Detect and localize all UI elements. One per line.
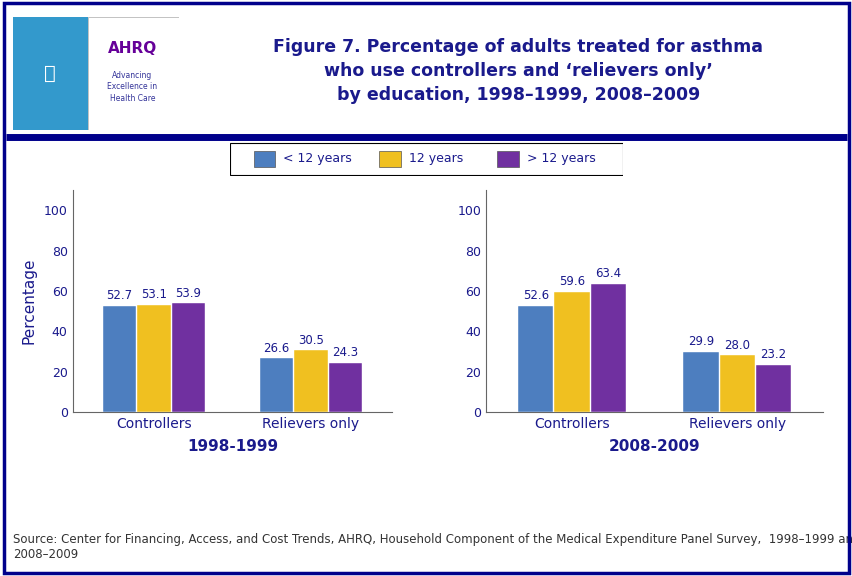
Text: 1998-1999: 1998-1999: [187, 439, 278, 454]
Text: 12 years: 12 years: [408, 153, 463, 165]
Text: 53.1: 53.1: [141, 288, 167, 301]
Text: 52.6: 52.6: [522, 289, 548, 302]
Bar: [719, 355, 754, 412]
Text: Source: Center for Financing, Access, and Cost Trends, AHRQ, Household Component: Source: Center for Financing, Access, an…: [13, 533, 852, 561]
Text: 28.0: 28.0: [723, 339, 750, 352]
Text: 29.9: 29.9: [687, 335, 713, 348]
Bar: [328, 363, 361, 412]
Text: 53.9: 53.9: [176, 286, 201, 300]
Text: > 12 years: > 12 years: [526, 153, 595, 165]
Text: Figure 7. Percentage of adults treated for asthma
who use controllers and ‘relie: Figure 7. Percentage of adults treated f…: [273, 38, 763, 104]
Text: 52.7: 52.7: [106, 289, 132, 302]
Bar: [590, 284, 625, 412]
Bar: [88, 17, 179, 130]
Bar: [137, 305, 170, 412]
Bar: [497, 150, 518, 167]
Bar: [755, 365, 791, 412]
Text: 63.4: 63.4: [595, 267, 621, 281]
Bar: [554, 291, 589, 412]
Text: 30.5: 30.5: [297, 334, 324, 347]
Bar: [254, 150, 275, 167]
Text: 24.3: 24.3: [332, 346, 358, 359]
Bar: [379, 150, 400, 167]
Bar: [517, 306, 553, 412]
Text: 59.6: 59.6: [558, 275, 584, 288]
Text: 26.6: 26.6: [263, 342, 289, 355]
Bar: [171, 303, 205, 412]
Bar: [682, 351, 717, 412]
Bar: [259, 358, 293, 412]
Text: Advancing
Excellence in
Health Care: Advancing Excellence in Health Care: [107, 71, 158, 103]
Text: AHRQ: AHRQ: [108, 41, 157, 56]
Text: 23.2: 23.2: [760, 348, 786, 362]
Text: 🦅: 🦅: [43, 64, 55, 83]
Bar: [13, 17, 88, 130]
Text: < 12 years: < 12 years: [283, 153, 352, 165]
Bar: [103, 306, 136, 412]
Bar: [294, 350, 327, 412]
Y-axis label: Percentage: Percentage: [22, 257, 37, 344]
Text: 2008-2009: 2008-2009: [608, 439, 699, 454]
